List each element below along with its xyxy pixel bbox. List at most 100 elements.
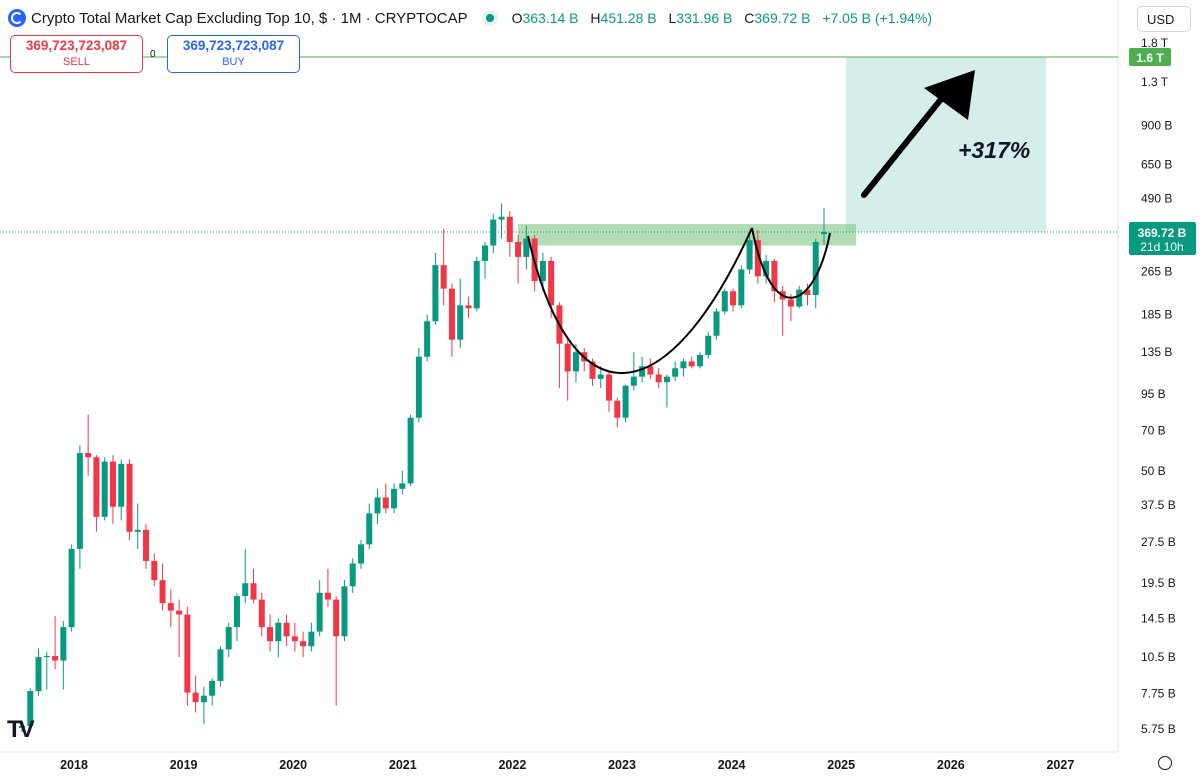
candle-body xyxy=(341,586,348,637)
candle-body xyxy=(490,219,497,246)
candle-body xyxy=(812,241,819,296)
y-tick-label: 19.5 B xyxy=(1141,576,1176,590)
candle-body xyxy=(465,305,472,309)
candle-body xyxy=(663,376,670,383)
candle-body xyxy=(118,463,125,507)
y-tick-label: 185 B xyxy=(1141,308,1172,322)
candle-body xyxy=(424,321,431,357)
y-tick-label: 37.5 B xyxy=(1141,498,1176,512)
x-tick-label: 2018 xyxy=(60,758,88,772)
candle-body xyxy=(440,265,447,289)
candle-body xyxy=(357,544,364,564)
resistance-zone xyxy=(518,224,856,246)
candle-body xyxy=(498,216,505,220)
ohlc-high: 451.28 B xyxy=(600,10,657,26)
symbol-title[interactable]: Crypto Total Market Cap Excluding Top 10… xyxy=(31,9,468,27)
candle-body xyxy=(746,240,753,270)
candle-body xyxy=(366,513,373,545)
candle-body xyxy=(300,641,307,647)
y-tick-label: 7.75 B xyxy=(1141,686,1176,700)
y-tick-label: 650 B xyxy=(1141,158,1172,172)
cup-curve xyxy=(527,227,753,374)
market-status-icon[interactable] xyxy=(481,10,498,26)
y-tick-label: 14.5 B xyxy=(1141,612,1176,626)
candle-body xyxy=(35,657,42,692)
candle-body xyxy=(630,376,637,386)
candle-body xyxy=(523,238,530,257)
candle-body xyxy=(52,655,59,661)
candle-body xyxy=(43,655,50,658)
candle-body xyxy=(391,488,398,509)
countdown-label: 21d 10h xyxy=(1140,240,1183,254)
ohlc-change: +7.05 B (+1.94%) xyxy=(822,10,933,26)
candle-body xyxy=(796,289,803,307)
sell-button[interactable]: 369,723,723,087 SELL xyxy=(10,35,143,73)
candle-body xyxy=(754,240,761,277)
x-tick-label: 2026 xyxy=(937,758,965,772)
y-tick-label: 95 B xyxy=(1141,387,1166,401)
candle-body xyxy=(696,354,703,367)
candle-body xyxy=(101,461,108,517)
y-tick-label: 265 B xyxy=(1141,265,1172,279)
candle-body xyxy=(730,291,737,306)
x-tick-label: 2025 xyxy=(827,758,855,772)
y-tick-label: 70 B xyxy=(1141,424,1166,438)
sell-price: 369,723,723,087 xyxy=(25,38,128,53)
candle-body xyxy=(382,497,389,509)
spread-value: 0 xyxy=(150,49,156,60)
y-tick-label: 10.5 B xyxy=(1141,650,1176,664)
candle-body xyxy=(606,374,613,401)
candle-body xyxy=(415,356,422,418)
buy-button[interactable]: 369,723,723,087 BUY xyxy=(167,35,300,73)
buy-price: 369,723,723,087 xyxy=(182,38,285,53)
candle-body xyxy=(19,725,25,728)
target-price-label: 1.6 T xyxy=(1136,51,1164,65)
candle-body xyxy=(572,352,579,372)
candle-body xyxy=(143,529,150,561)
y-tick-label: 490 B xyxy=(1141,191,1172,205)
y-tick-label: 1.8 T xyxy=(1141,36,1169,50)
candle-body xyxy=(506,216,513,242)
candle-body xyxy=(184,614,191,693)
candle-body xyxy=(109,461,116,507)
settings-gear-icon[interactable] xyxy=(1158,756,1172,770)
candle-body xyxy=(672,368,679,377)
candle-body xyxy=(192,692,199,703)
candle-body xyxy=(515,241,522,257)
candle-body xyxy=(374,497,381,514)
candle-body xyxy=(564,343,571,372)
candle-body xyxy=(457,305,464,340)
candle-body xyxy=(688,361,695,367)
y-tick-label: 50 B xyxy=(1141,464,1166,478)
candles xyxy=(19,203,827,733)
candle-body xyxy=(647,366,654,375)
candle-body xyxy=(283,622,290,637)
y-tick-label: 900 B xyxy=(1141,119,1172,133)
candle-body xyxy=(763,260,770,277)
candle-body xyxy=(622,385,629,418)
candle-body xyxy=(713,311,720,336)
tradingview-logo-icon[interactable]: TV xyxy=(7,716,35,743)
candle-body xyxy=(60,627,67,661)
candle-body xyxy=(159,580,166,604)
candle-body xyxy=(539,260,546,282)
currency-select[interactable]: USD xyxy=(1137,6,1191,32)
y-tick-label: 5.75 B xyxy=(1141,722,1176,736)
sell-label: SELL xyxy=(63,56,90,68)
x-tick-label: 2021 xyxy=(389,758,417,772)
candle-body xyxy=(258,599,265,628)
ohlc-low: 331.96 B xyxy=(676,10,733,26)
target-arrowhead xyxy=(924,70,975,120)
candle-body xyxy=(680,361,687,369)
candle-body xyxy=(804,289,811,296)
candle-body xyxy=(432,265,439,322)
ohlc-close: 369.72 B xyxy=(754,10,811,26)
candle-body xyxy=(291,636,298,642)
y-tick-label: 27.5 B xyxy=(1141,535,1176,549)
candle-body xyxy=(151,560,158,581)
candle-body xyxy=(209,680,216,696)
candle-body xyxy=(399,483,406,489)
candle-body xyxy=(771,260,778,292)
ohlc-values: O363.14 B H451.28 B L331.96 B C369.72 B … xyxy=(511,10,933,26)
